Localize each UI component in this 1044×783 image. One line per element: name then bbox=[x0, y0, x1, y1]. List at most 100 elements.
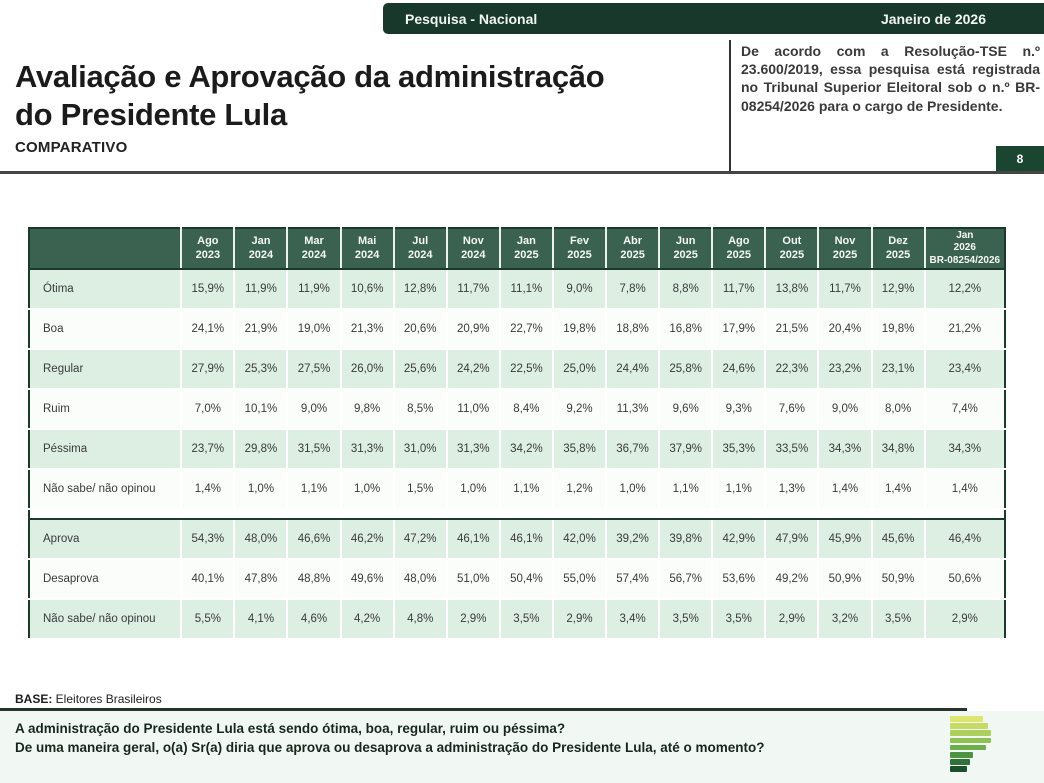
value-cell: 45,9% bbox=[817, 519, 872, 560]
table-row-evaluation: Boa 24,1% 21,9% 19,0% 21,3% 20,6% 20,9% 22,7% 19… bbox=[29, 309, 1005, 350]
value-cell: 47,9% bbox=[764, 519, 819, 560]
value-cell: 11,9% bbox=[233, 269, 288, 310]
logo-bar bbox=[950, 716, 983, 722]
value-cell: 8,0% bbox=[870, 389, 925, 430]
value-cell: 3,5% bbox=[658, 599, 713, 640]
value-cell: 22,7% bbox=[498, 309, 553, 350]
value-cell: 3,5% bbox=[711, 599, 766, 640]
value-cell: 4,1% bbox=[233, 599, 288, 640]
table-row-evaluation: Regular 27,9% 25,3% 27,5% 26,0% 25,6% 24,2% 22,… bbox=[29, 349, 1005, 390]
value-cell: 9,0% bbox=[286, 389, 341, 430]
table-header-row: Ago 2023 Jan 2024 Mar 2024 Mai 2024 Jul 2024… bbox=[29, 228, 1005, 270]
value-cell: 11,1% bbox=[498, 269, 553, 310]
value-cell: 39,2% bbox=[605, 519, 660, 560]
value-cell: 46,1% bbox=[498, 519, 553, 560]
logo-bar bbox=[950, 751, 973, 758]
value-cell: 48,0% bbox=[233, 519, 288, 560]
value-cell: 48,8% bbox=[286, 559, 341, 600]
logo-bar bbox=[950, 723, 988, 729]
value-cell: 34,2% bbox=[498, 429, 553, 470]
value-cell: 7,6% bbox=[764, 389, 819, 430]
value-cell: 22,3% bbox=[764, 349, 819, 390]
value-cell: 11,7% bbox=[817, 269, 872, 310]
question-line-2: De uma maneira geral, o(a) Sr(a) diria q… bbox=[15, 739, 765, 755]
row-label: Aprova bbox=[29, 519, 182, 560]
column-header: Dez 2025 bbox=[870, 228, 925, 270]
value-cell: 2,9% bbox=[551, 599, 607, 640]
value-cell: 1,0% bbox=[233, 469, 288, 510]
page-number-badge: 8 bbox=[996, 146, 1044, 171]
value-cell: 19,8% bbox=[870, 309, 925, 350]
value-cell: 17,9% bbox=[711, 309, 766, 350]
value-cell: 26,0% bbox=[339, 349, 394, 390]
value-cell: 34,3% bbox=[923, 429, 1005, 470]
value-cell: 1,0% bbox=[445, 469, 500, 510]
row-label: Regular bbox=[29, 349, 182, 390]
value-cell: 11,0% bbox=[445, 389, 500, 430]
logo-bar bbox=[950, 737, 991, 744]
value-cell: 34,8% bbox=[870, 429, 925, 470]
value-cell: 1,4% bbox=[817, 469, 872, 510]
column-header: Ago 2023 bbox=[180, 228, 235, 270]
logo-bar bbox=[950, 744, 986, 751]
value-cell: 40,1% bbox=[180, 559, 235, 600]
value-cell: 1,4% bbox=[870, 469, 925, 510]
comparison-table-wrap: Ago 2023 Jan 2024 Mar 2024 Mai 2024 Jul 2024… bbox=[28, 227, 1006, 640]
value-cell: 5,5% bbox=[180, 599, 235, 640]
value-cell: 9,0% bbox=[551, 269, 607, 310]
value-cell: 8,5% bbox=[392, 389, 447, 430]
value-cell: 35,8% bbox=[551, 429, 607, 470]
row-label: Desaprova bbox=[29, 559, 182, 600]
value-cell: 23,2% bbox=[817, 349, 872, 390]
value-cell: 15,9% bbox=[180, 269, 235, 310]
value-cell: 13,8% bbox=[764, 269, 819, 310]
value-cell: 10,1% bbox=[233, 389, 288, 430]
value-cell: 50,6% bbox=[923, 559, 1005, 600]
table-row-approval: Não sabe/ não opinou 5,5% 4,1% 4,6% 4,2% 4,8%… bbox=[29, 599, 1005, 640]
column-header: Mar 2024 bbox=[286, 228, 341, 270]
value-cell: 12,8% bbox=[392, 269, 447, 310]
row-label: Não sabe/ não opinou bbox=[29, 469, 182, 510]
value-cell: 9,0% bbox=[817, 389, 872, 430]
value-cell: 47,2% bbox=[392, 519, 447, 560]
value-cell: 11,7% bbox=[711, 269, 766, 310]
value-cell: 21,5% bbox=[764, 309, 819, 350]
value-cell: 3,5% bbox=[498, 599, 553, 640]
value-cell: 50,9% bbox=[870, 559, 925, 600]
value-cell: 31,5% bbox=[286, 429, 341, 470]
value-cell: 24,4% bbox=[605, 349, 660, 390]
value-cell: 2,9% bbox=[923, 599, 1005, 640]
value-cell: 11,7% bbox=[445, 269, 500, 310]
value-cell: 9,6% bbox=[658, 389, 713, 430]
value-cell: 1,1% bbox=[286, 469, 341, 510]
column-header: Out 2025 bbox=[764, 228, 819, 270]
value-cell: 35,3% bbox=[711, 429, 766, 470]
value-cell: 24,6% bbox=[711, 349, 766, 390]
value-cell: 46,4% bbox=[923, 519, 1005, 560]
value-cell: 47,8% bbox=[233, 559, 288, 600]
value-cell: 29,8% bbox=[233, 429, 288, 470]
value-cell: 25,0% bbox=[551, 349, 607, 390]
column-header: Jun 2025 bbox=[658, 228, 713, 270]
column-header: Nov 2025 bbox=[817, 228, 872, 270]
table-row-approval: Aprova 54,3% 48,0% 46,6% 46,2% 47,2% 46,1% 46,1… bbox=[29, 519, 1005, 560]
table-row-evaluation: Não sabe/ não opinou 1,4% 1,0% 1,1% 1,0% 1,5%… bbox=[29, 469, 1005, 510]
value-cell: 27,5% bbox=[286, 349, 341, 390]
base-note-text: Eleitores Brasileiros bbox=[52, 692, 162, 706]
value-cell: 23,7% bbox=[180, 429, 235, 470]
column-header: Nov 2024 bbox=[445, 228, 500, 270]
value-cell: 1,3% bbox=[764, 469, 819, 510]
value-cell: 31,3% bbox=[445, 429, 500, 470]
value-cell: 48,0% bbox=[392, 559, 447, 600]
tse-registration-note: De acordo com a Resolução-TSE n.º 23.600… bbox=[741, 43, 1040, 114]
logo-bar bbox=[950, 759, 970, 765]
value-cell: 55,0% bbox=[551, 559, 607, 600]
value-cell: 53,6% bbox=[711, 559, 766, 600]
value-cell: 50,9% bbox=[817, 559, 872, 600]
value-cell: 1,0% bbox=[339, 469, 394, 510]
column-header: Fev 2025 bbox=[551, 228, 607, 270]
value-cell: 4,8% bbox=[392, 599, 447, 640]
row-label: Ruim bbox=[29, 389, 182, 430]
value-cell: 3,5% bbox=[870, 599, 925, 640]
value-cell: 31,0% bbox=[392, 429, 447, 470]
